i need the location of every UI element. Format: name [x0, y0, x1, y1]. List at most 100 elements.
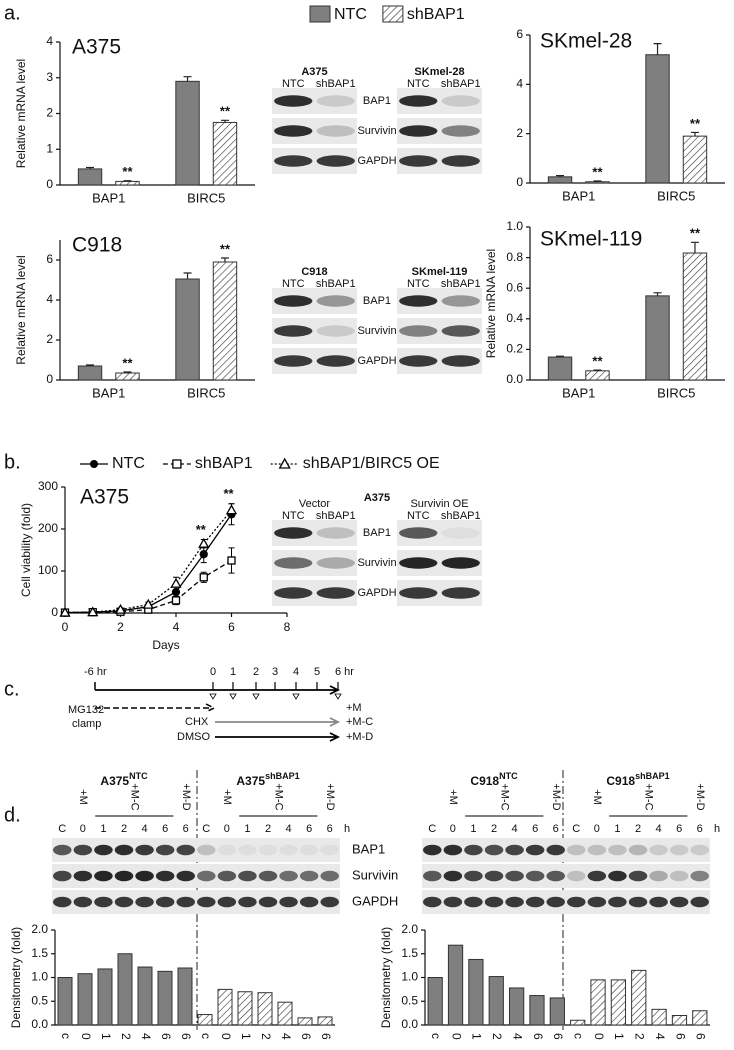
significance: **: [196, 522, 207, 537]
scheme-label: 0: [210, 666, 216, 678]
blot-band: [274, 295, 313, 307]
x-tick-label: 2: [117, 620, 124, 634]
blot-lane-label: 4: [656, 823, 662, 835]
bar: [217, 988, 233, 1026]
blot-band: [399, 527, 438, 539]
bar: [549, 997, 565, 1026]
arrow: [95, 703, 216, 713]
blot-band: [399, 295, 438, 307]
significance: **: [592, 353, 603, 368]
significance: **: [122, 355, 133, 370]
blot-band: [441, 325, 480, 337]
marker: [170, 577, 182, 588]
bar: [257, 992, 273, 1026]
x-tick-label: BIRC5: [657, 188, 695, 203]
blot-lane-label: 0: [450, 823, 456, 835]
x-tick-label: 2: [119, 1033, 133, 1040]
bar: [692, 1010, 708, 1026]
x-tick-label: BIRC5: [657, 385, 695, 400]
y-tick-label: 6: [46, 252, 53, 266]
blot-band: [628, 870, 648, 882]
x-tick-label: 6: [551, 1033, 565, 1040]
chart-title: C918: [72, 234, 122, 257]
bar: [157, 970, 173, 1026]
blot-lane-label: 0: [224, 823, 230, 835]
arrow: [95, 685, 341, 695]
blot-band-label: Survivin: [357, 125, 396, 137]
blot-band: [114, 896, 134, 908]
blot-band: [464, 844, 483, 856]
x-tick-label: c: [199, 1033, 213, 1039]
y-tick-label: 2: [46, 332, 53, 346]
blot-lane-label: 2: [491, 823, 497, 835]
bar: [197, 1014, 213, 1026]
blot-lane-label: 6: [532, 823, 538, 835]
marker: [199, 550, 208, 559]
blot-band: [649, 896, 668, 908]
blot-band: [53, 844, 72, 856]
blot-band: [279, 896, 298, 908]
scheme-label: -6 hr: [84, 666, 107, 678]
significance: **: [122, 164, 133, 179]
blot-lane-label: shBAP1: [441, 510, 481, 522]
y-tick-label: 4: [516, 77, 523, 91]
blot-cell-line: SKmel-28: [414, 66, 464, 78]
scheme-label: +M-C: [346, 716, 373, 728]
blot-lane-label: 2: [121, 823, 127, 835]
blot-band: [258, 844, 278, 856]
blot-cell-line: A375: [301, 66, 327, 78]
y-tick-label: 1.0: [401, 970, 418, 984]
blot-band: [176, 870, 195, 882]
blot-band: [299, 896, 319, 908]
legend-label: NTC: [112, 455, 145, 472]
marker: [198, 537, 210, 548]
y-tick-label: 0: [51, 605, 58, 619]
x-tick-label: 6: [299, 1033, 313, 1040]
scheme-label: 6 hr: [335, 666, 354, 678]
blot-band: [525, 870, 545, 882]
blot-lane-label: 0: [594, 823, 600, 835]
blot-band: [608, 870, 627, 882]
error-bar: [86, 166, 95, 169]
blot-lane-label: 4: [286, 823, 292, 835]
panel-label: a.: [4, 2, 21, 24]
significance: **: [220, 104, 231, 119]
bar: [117, 953, 133, 1026]
scheme-label: 3: [272, 666, 278, 678]
scheme-label: 2: [253, 666, 259, 678]
blot-band: [399, 587, 438, 599]
blot-lane-label: 2: [635, 823, 641, 835]
x-tick-label: 6: [319, 1033, 333, 1040]
blot-band-label: BAP1: [363, 527, 391, 539]
treatment-label: +M: [221, 789, 233, 805]
blot-lane-label: C: [428, 823, 436, 835]
blot-band: [443, 896, 463, 908]
y-tick-label: 0.6: [506, 280, 523, 294]
legend-swatch: [382, 5, 404, 23]
significance: **: [690, 116, 701, 131]
blot-unit: h: [714, 823, 720, 835]
blot-cell-line: Survivin OE: [410, 498, 468, 510]
blot-band: [274, 95, 313, 107]
bar: [175, 278, 200, 381]
y-tick-label: 2.0: [31, 922, 48, 936]
blot-band: [669, 844, 689, 856]
x-tick-label: BAP1: [92, 385, 125, 400]
blot-band: [279, 844, 298, 856]
blot-band: [94, 844, 113, 856]
blot-band: [217, 896, 237, 908]
blot-band: [441, 587, 480, 599]
blot-band: [274, 527, 313, 539]
error-bar: [690, 131, 699, 137]
blot-band: [546, 896, 565, 908]
x-axis-label: Days: [152, 638, 179, 652]
blot-band: [53, 896, 72, 908]
blot-band: [649, 844, 668, 856]
blot-band: [669, 896, 689, 908]
blot-band: [73, 896, 93, 908]
blot-lane-label: 6: [676, 823, 682, 835]
scheme-label: 1: [230, 666, 236, 678]
blot-cell-line: Vector: [299, 498, 331, 510]
blot-group-title: A375shBAP1: [236, 771, 299, 788]
